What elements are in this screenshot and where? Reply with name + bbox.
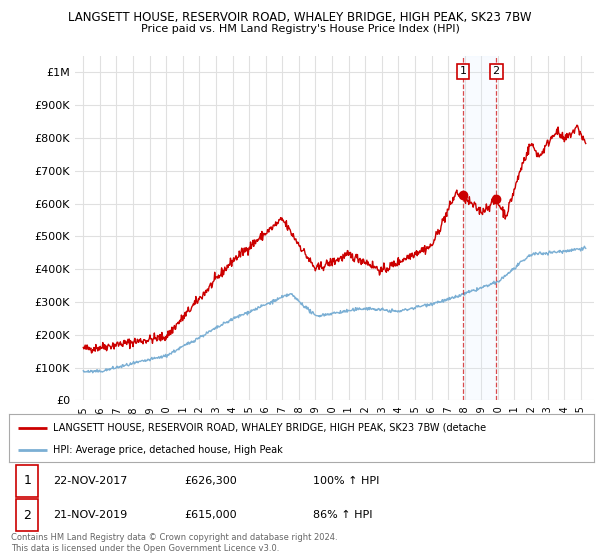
Text: LANGSETT HOUSE, RESERVOIR ROAD, WHALEY BRIDGE, HIGH PEAK, SK23 7BW: LANGSETT HOUSE, RESERVOIR ROAD, WHALEY B… (68, 11, 532, 24)
Text: 100% ↑ HPI: 100% ↑ HPI (313, 476, 380, 486)
Text: 22-NOV-2017: 22-NOV-2017 (53, 476, 127, 486)
Text: 21-NOV-2019: 21-NOV-2019 (53, 510, 127, 520)
Text: LANGSETT HOUSE, RESERVOIR ROAD, WHALEY BRIDGE, HIGH PEAK, SK23 7BW (detache: LANGSETT HOUSE, RESERVOIR ROAD, WHALEY B… (53, 423, 486, 433)
Text: 1: 1 (460, 66, 467, 76)
FancyBboxPatch shape (16, 499, 38, 531)
Text: HPI: Average price, detached house, High Peak: HPI: Average price, detached house, High… (53, 445, 283, 455)
Text: £626,300: £626,300 (185, 476, 237, 486)
Text: 2: 2 (493, 66, 500, 76)
Text: Price paid vs. HM Land Registry's House Price Index (HPI): Price paid vs. HM Land Registry's House … (140, 24, 460, 34)
Text: Contains HM Land Registry data © Crown copyright and database right 2024.
This d: Contains HM Land Registry data © Crown c… (11, 533, 337, 553)
Text: £615,000: £615,000 (185, 510, 237, 520)
FancyBboxPatch shape (16, 465, 38, 497)
Text: 2: 2 (23, 508, 31, 521)
Bar (463, 56, 496, 400)
Text: 1: 1 (23, 474, 31, 487)
Text: 86% ↑ HPI: 86% ↑ HPI (313, 510, 373, 520)
